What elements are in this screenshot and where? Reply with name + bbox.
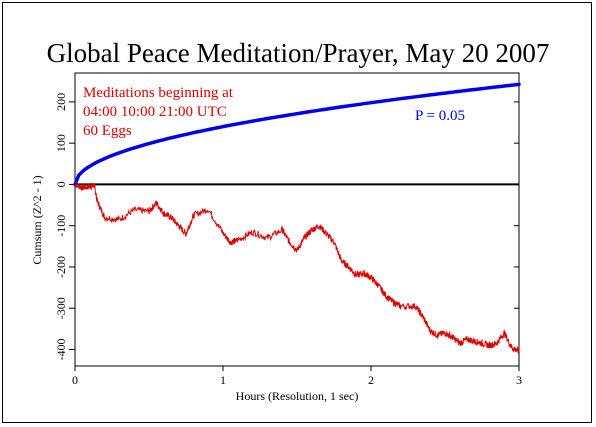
annotation-times: 04:00 10:00 21:00 UTC <box>83 104 227 120</box>
annotation-p-value: P = 0.05 <box>415 108 465 124</box>
chart-title: Global Peace Meditation/Prayer, May 20 2… <box>47 38 550 68</box>
x-tick-label: 1 <box>220 373 226 387</box>
cumsum-deviation-line <box>74 182 520 354</box>
y-tick-label: -200 <box>54 256 68 278</box>
x-tick-label: 3 <box>516 373 522 387</box>
y-tick-label: 0 <box>54 181 68 187</box>
annotation-eggs: 60 Eggs <box>83 123 132 139</box>
y-tick-label: 200 <box>54 93 68 111</box>
annotation-meditations: Meditations beginning at <box>83 85 234 101</box>
p-value-envelope-line <box>73 82 521 187</box>
y-tick-label: -100 <box>54 215 68 237</box>
chart-frame <box>2 2 592 423</box>
plot-area-border <box>74 72 520 367</box>
y-tick-label: -300 <box>54 297 68 319</box>
plot-lines <box>73 82 521 354</box>
x-axis-label: Hours (Resolution, 1 sec) <box>236 389 359 403</box>
x-tick-label: 2 <box>368 373 374 387</box>
y-axis-label: Cumsum (Z^2 - 1) <box>30 175 44 264</box>
x-tick-label: 0 <box>72 373 78 387</box>
y-tick-label: 100 <box>54 134 68 152</box>
y-tick-label: -400 <box>54 338 68 360</box>
